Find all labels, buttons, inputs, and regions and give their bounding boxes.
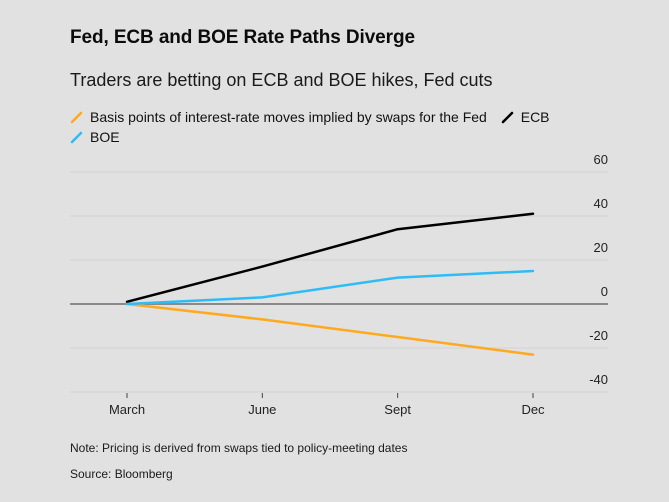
y-tick-label: 20 <box>594 240 608 255</box>
y-axis: 60 40 20 0 -20 -40 <box>589 152 608 387</box>
y-tick-label: -40 <box>589 372 608 387</box>
chart-subtitle: Traders are betting on ECB and BOE hikes… <box>70 70 493 90</box>
legend-label-boe: BOE <box>90 129 120 145</box>
legend-item-ecb: ECB <box>501 108 550 126</box>
chart-source: Source: Bloomberg <box>70 467 173 481</box>
legend-label-fed: Basis points of interest-rate moves impl… <box>90 109 487 125</box>
y-tick-label: -20 <box>589 328 608 343</box>
x-tick-label: March <box>109 402 145 417</box>
legend-item-boe: BOE <box>70 128 120 146</box>
y-tick-label: 40 <box>594 196 608 211</box>
series-line-ecb <box>125 212 535 304</box>
x-axis: March June Sept Dec <box>109 393 545 417</box>
chart-title: Fed, ECB and BOE Rate Paths Diverge <box>70 27 415 48</box>
legend-swatch-fed <box>70 111 83 124</box>
x-tick-label: June <box>248 402 276 417</box>
series-lines <box>125 212 535 356</box>
legend-item-fed: Basis points of interest-rate moves impl… <box>70 108 487 126</box>
series-line-fed <box>125 302 535 356</box>
x-tick-label: Dec <box>521 402 545 417</box>
y-tick-label: 60 <box>594 152 608 167</box>
legend-label-ecb: ECB <box>520 109 550 125</box>
series-line-boe <box>125 269 535 306</box>
gridlines <box>70 171 608 393</box>
chart-note: Note: Pricing is derived from swaps tied… <box>70 441 408 455</box>
x-tick-label: Sept <box>384 402 411 417</box>
legend-swatch-ecb <box>501 111 513 124</box>
legend: Basis points of interest-rate moves impl… <box>70 108 590 148</box>
y-tick-label: 0 <box>601 284 608 299</box>
legend-swatch-boe <box>70 131 83 144</box>
